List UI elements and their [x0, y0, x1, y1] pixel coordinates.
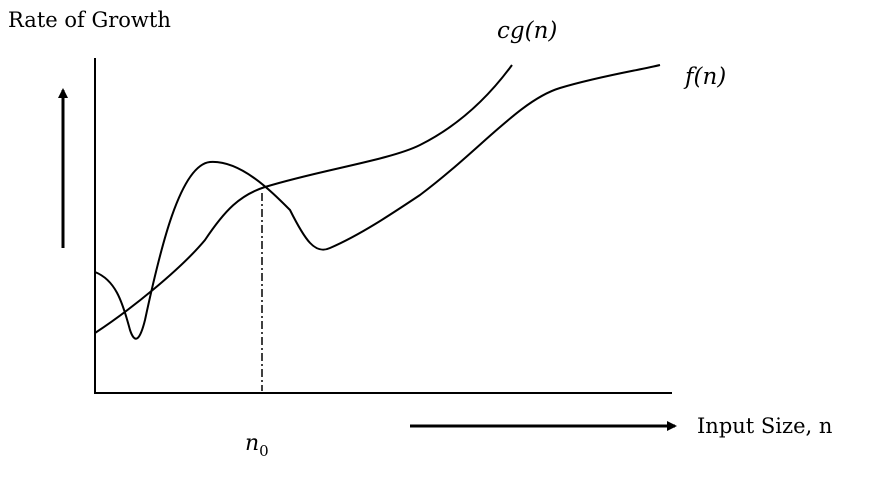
x-axis-label: Input Size, n: [697, 414, 832, 438]
cg-label: cg(n): [497, 18, 557, 44]
threshold-subscript: 0: [259, 442, 269, 460]
threshold-label: n0: [245, 431, 269, 460]
y-axis-label: Rate of Growth: [8, 8, 171, 32]
threshold-n: n: [245, 431, 259, 456]
f-curve: [94, 64, 661, 340]
f-label: f(n): [683, 64, 726, 90]
cg-curve: [94, 64, 513, 334]
